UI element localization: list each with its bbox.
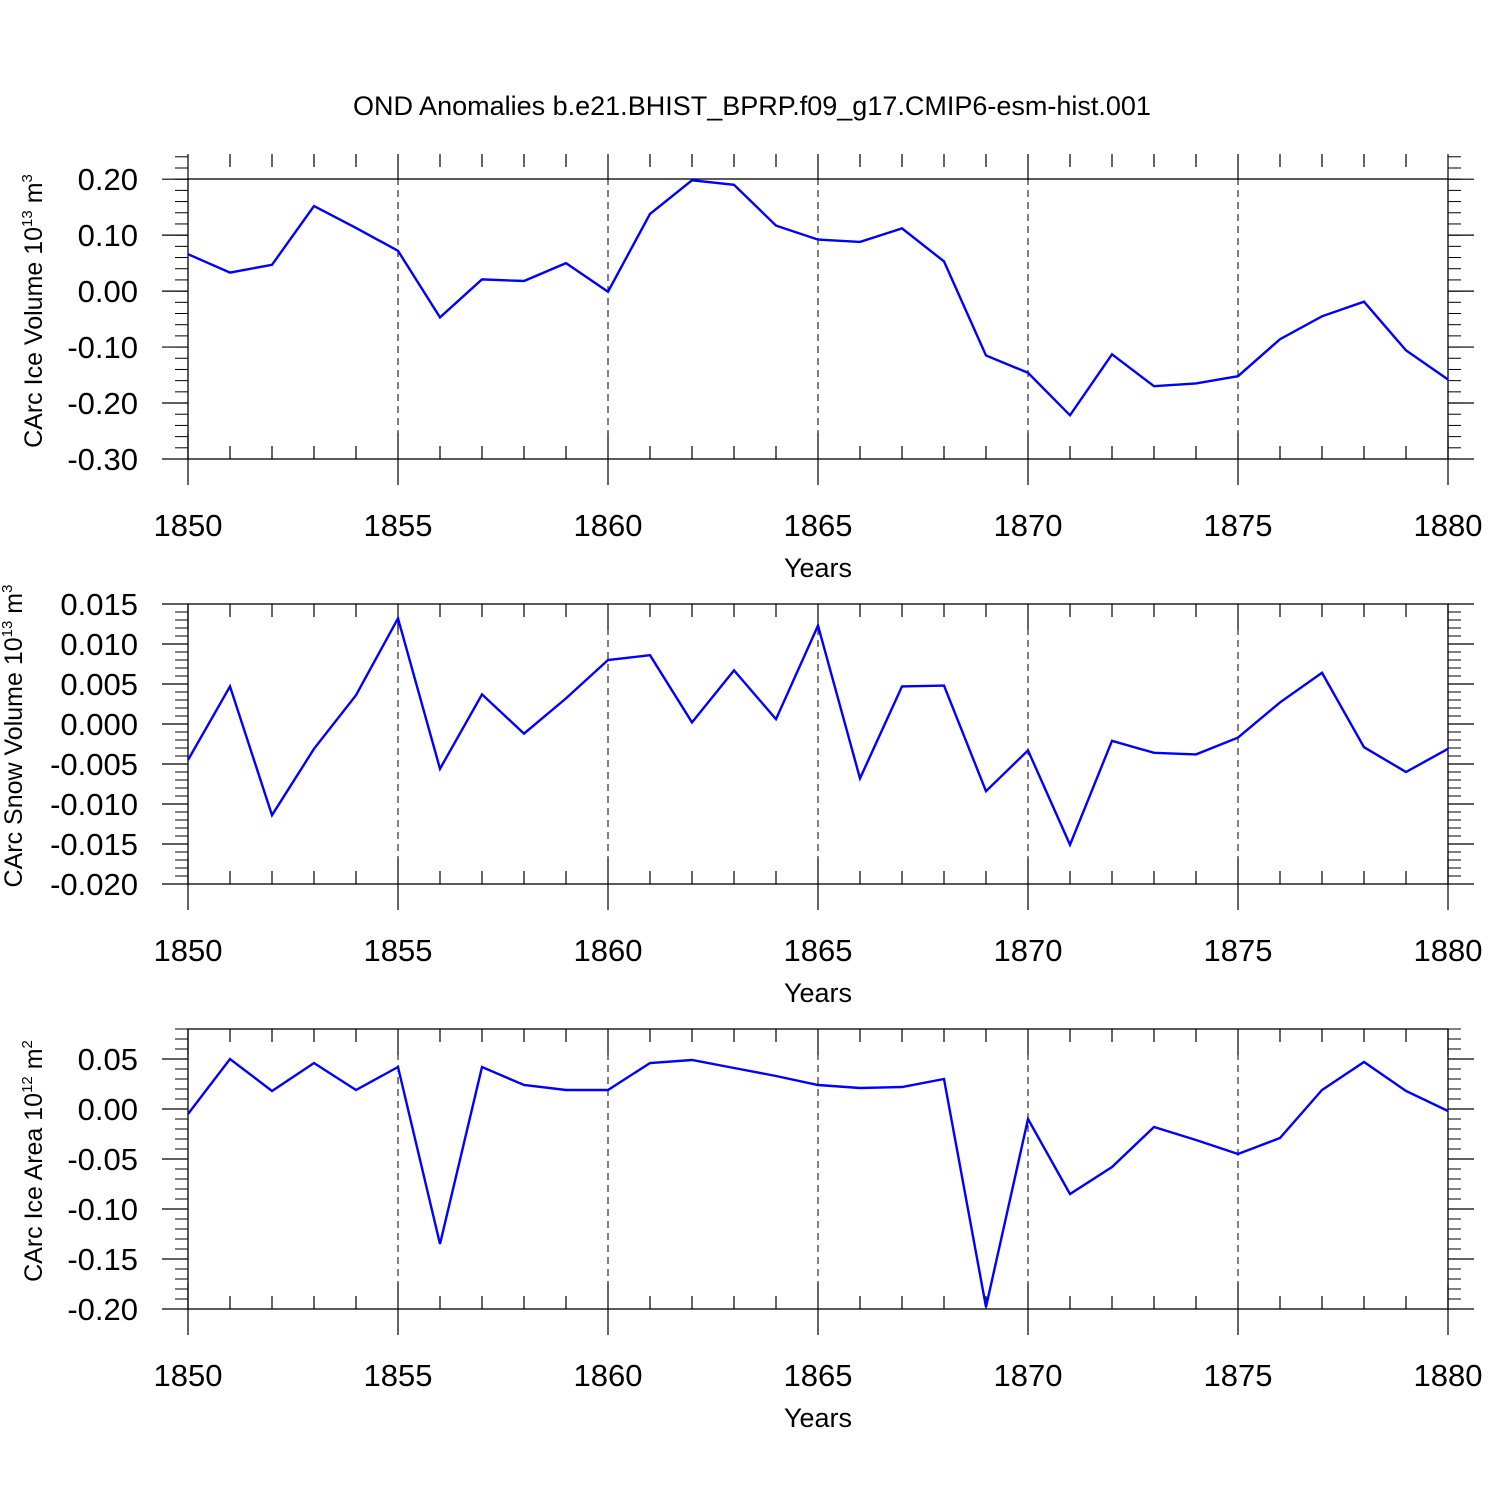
x-tick-label: 1875 (1204, 508, 1273, 543)
y-label-exp: 12 (19, 1076, 36, 1093)
y-tick-label: -0.30 (67, 442, 138, 477)
y-tick-label: -0.20 (67, 1292, 138, 1327)
y-label-main: CArc Ice Volume 10 (20, 227, 48, 448)
x-tick-label: 1875 (1204, 1358, 1273, 1393)
x-axis-label: Years (784, 553, 852, 583)
panel-3: -0.20 -0.15 -0.10 -0.05 0.00 0.05 1850 1855 1860… (19, 1028, 1483, 1433)
y-tick-label: -0.20 (67, 386, 138, 421)
plot-frame (187, 178, 1449, 460)
y-tick-label: 0.20 (78, 162, 138, 197)
x-tick-label: 1860 (574, 508, 643, 543)
x-tick-label: 1870 (994, 1358, 1063, 1393)
y-tick-label: 0.00 (78, 274, 138, 309)
x-tick-label: 1855 (364, 1358, 433, 1393)
y-tick-label: -0.010 (50, 787, 138, 822)
y-tick-label: -0.015 (50, 827, 138, 862)
y-tick-label: -0.05 (67, 1142, 138, 1177)
y-tick-label: -0.005 (50, 747, 138, 782)
y-label-unit-exp: 3 (19, 174, 36, 182)
y-tick-label: 0.000 (60, 707, 138, 742)
x-tick-label: 1870 (994, 933, 1063, 968)
y-tick-label: 0.00 (78, 1092, 138, 1127)
y-tick-label: 0.10 (78, 218, 138, 253)
y-tick-label: 0.010 (60, 627, 138, 662)
x-tick-label: 1850 (154, 1358, 223, 1393)
y-axis-label: CArc Snow Volume 1013 m3 (0, 585, 28, 888)
y-label-main: CArc Ice Area 10 (20, 1093, 48, 1282)
y-tick-label: -0.15 (67, 1242, 138, 1277)
y-tick-label: -0.10 (67, 1192, 138, 1227)
plot-frame (187, 1028, 1449, 1310)
plot-frame (187, 603, 1449, 885)
y-label-unit-exp: 3 (0, 585, 16, 593)
x-tick-label: 1865 (784, 1358, 853, 1393)
x-tick-label: 1880 (1414, 1358, 1483, 1393)
y-tick-label: 0.015 (60, 587, 138, 622)
x-tick-label: 1860 (574, 1358, 643, 1393)
y-axis-label: CArc Ice Area 1012 m2 (19, 1040, 48, 1282)
y-label-unit: m (0, 593, 28, 621)
panel-1: -0.30 -0.20 -0.10 0.00 0.10 0.20 1850 1855 1860 1… (19, 154, 1482, 583)
panels: -0.30 -0.20 -0.10 0.00 0.10 0.20 1850 1855 1860 1… (0, 154, 1482, 1433)
y-label-unit-exp: 2 (19, 1040, 36, 1048)
panel-2: -0.020 -0.015 -0.010 -0.005 0.000 0.005 0.010 0… (0, 585, 1482, 1008)
x-axis-label: Years (784, 978, 852, 1008)
y-label-unit: m (20, 1048, 48, 1076)
x-axis-label: Years (784, 1403, 852, 1433)
x-tick-label: 1875 (1204, 933, 1273, 968)
x-tick-label: 1855 (364, 508, 433, 543)
y-tick-label: -0.020 (50, 867, 138, 902)
figure-title: OND Anomalies b.e21.BHIST_BPRP.f09_g17.C… (353, 91, 1151, 121)
x-tick-label: 1850 (154, 933, 223, 968)
x-tick-label: 1865 (784, 508, 853, 543)
x-tick-label: 1860 (574, 933, 643, 968)
x-tick-label: 1865 (784, 933, 853, 968)
x-tick-label: 1880 (1414, 933, 1483, 968)
y-label-exp: 13 (19, 210, 36, 227)
y-tick-label: 0.05 (78, 1042, 138, 1077)
x-tick-label: 1870 (994, 508, 1063, 543)
y-tick-label: 0.005 (60, 667, 138, 702)
x-tick-label: 1850 (154, 508, 223, 543)
x-tick-label: 1855 (364, 933, 433, 968)
y-tick-label: -0.10 (67, 330, 138, 365)
y-label-unit: m (20, 182, 48, 210)
y-label-main: CArc Snow Volume 10 (0, 637, 28, 887)
y-axis-label: CArc Ice Volume 1013 m3 (19, 174, 48, 448)
x-tick-label: 1880 (1414, 508, 1483, 543)
y-label-exp: 13 (0, 621, 16, 638)
